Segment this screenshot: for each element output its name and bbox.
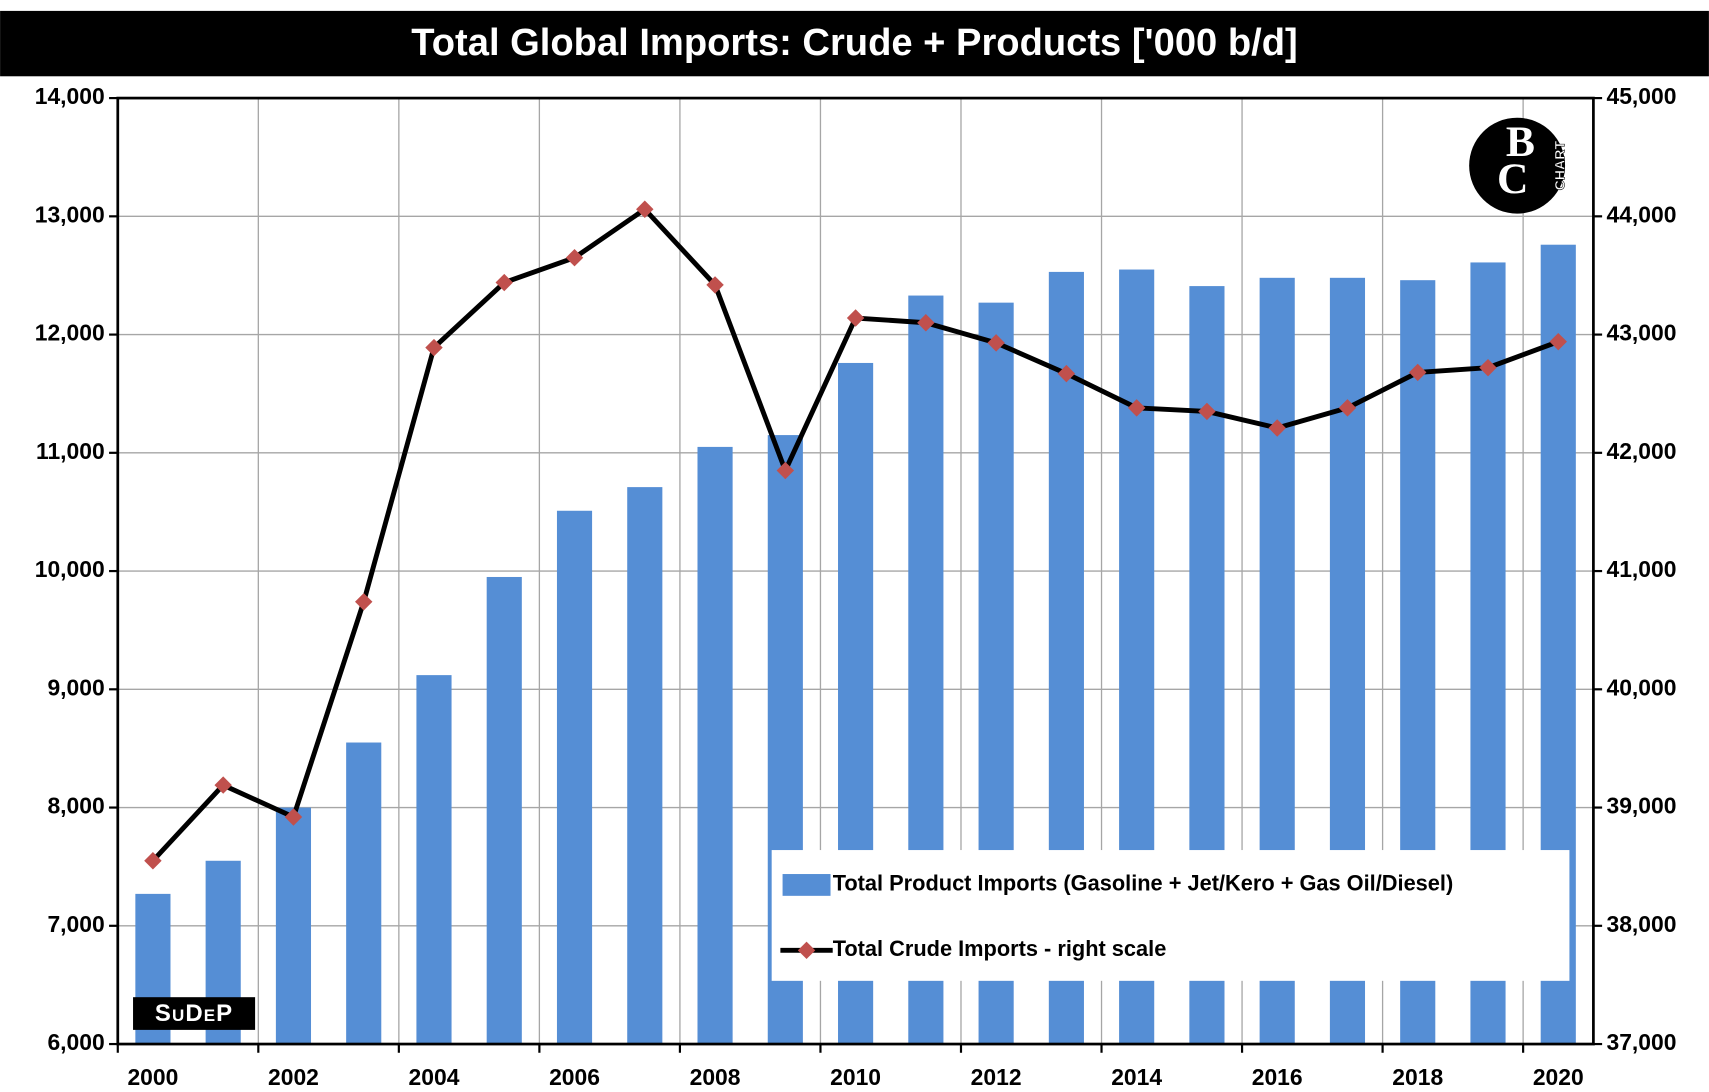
y-tick-label: 12,000: [35, 320, 105, 346]
y-tick-label: 7,000: [47, 911, 104, 937]
x-tick-label: 2012: [971, 1064, 1022, 1090]
bar: [275, 807, 312, 1045]
bar: [556, 510, 593, 1045]
y2-tick-label: 40,000: [1606, 674, 1676, 700]
marker: [1338, 399, 1357, 417]
x-tick-label: 2018: [1392, 1064, 1443, 1090]
x-tick-label: 2002: [268, 1064, 319, 1090]
x-tick-label: 2010: [830, 1064, 881, 1090]
marker: [425, 338, 443, 357]
y2-tick-label: 45,000: [1606, 83, 1676, 109]
legend-swatch: [782, 874, 831, 896]
y-tick-label: 8,000: [47, 793, 104, 819]
marker: [846, 309, 865, 327]
marker: [917, 314, 935, 332]
logo-word: CHART: [1552, 141, 1568, 191]
chart-title: Total Global Imports: Crude + Products […: [411, 21, 1297, 64]
marker: [354, 593, 373, 611]
logo-letter: C: [1497, 155, 1528, 203]
legend-label: Total Product Imports (Gasoline + Jet/Ke…: [833, 871, 1454, 896]
y2-tick-label: 43,000: [1606, 320, 1676, 346]
marker: [1268, 419, 1286, 437]
y2-tick-label: 38,000: [1606, 911, 1676, 937]
x-tick-label: 2000: [127, 1064, 178, 1090]
y2-tick-label: 37,000: [1606, 1029, 1676, 1055]
marker: [1198, 402, 1216, 421]
y-tick-label: 10,000: [35, 556, 105, 582]
legend-label: Total Crude Imports - right scale: [833, 936, 1167, 961]
x-tick-label: 2014: [1111, 1064, 1162, 1090]
title-bar: [0, 10, 1709, 77]
logo-circle: [1469, 117, 1566, 214]
x-tick-label: 2016: [1252, 1064, 1303, 1090]
bar: [416, 675, 452, 1045]
x-tick-label: 2004: [409, 1064, 460, 1090]
y-tick-label: 14,000: [35, 83, 105, 109]
y-tick-label: 13,000: [35, 201, 105, 227]
y2-tick-label: 42,000: [1606, 438, 1676, 464]
y2-tick-label: 44,000: [1606, 201, 1676, 227]
x-tick-label: 2008: [690, 1064, 741, 1090]
bar: [627, 487, 663, 1045]
bar: [346, 742, 382, 1045]
x-tick-label: 2006: [549, 1064, 600, 1090]
plot-frame: [116, 96, 1595, 1046]
watermark: SuDeP: [155, 1000, 233, 1027]
legend-box: [771, 850, 1570, 981]
marker: [1127, 399, 1146, 417]
marker: [987, 334, 1005, 352]
y2-tick-label: 41,000: [1606, 556, 1676, 582]
y2-tick-label: 39,000: [1606, 793, 1676, 819]
y-tick-label: 6,000: [47, 1029, 104, 1055]
marker: [1057, 364, 1076, 383]
watermark-bg: [133, 997, 256, 1030]
bar: [486, 576, 522, 1045]
x-tick-label: 2020: [1533, 1064, 1584, 1090]
y-tick-label: 9,000: [47, 674, 104, 700]
y-tick-label: 11,000: [36, 438, 105, 464]
bar: [697, 446, 733, 1045]
logo-letter: B: [1506, 118, 1535, 166]
marker: [495, 273, 513, 292]
